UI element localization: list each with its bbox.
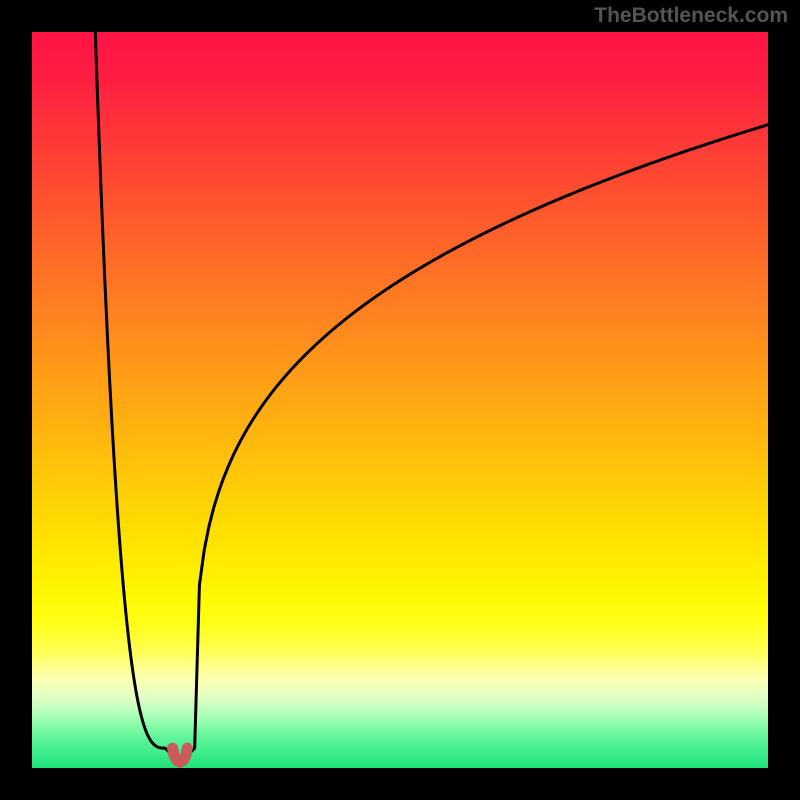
- chart-container: { "chart": { "type": "line", "canvas": {…: [0, 0, 800, 800]
- curve-overlay: [32, 32, 768, 768]
- plot-area: [32, 32, 768, 768]
- optimal-point-marker: [173, 748, 188, 762]
- watermark-text: TheBottleneck.com: [594, 4, 788, 28]
- bottleneck-curve: [95, 32, 768, 763]
